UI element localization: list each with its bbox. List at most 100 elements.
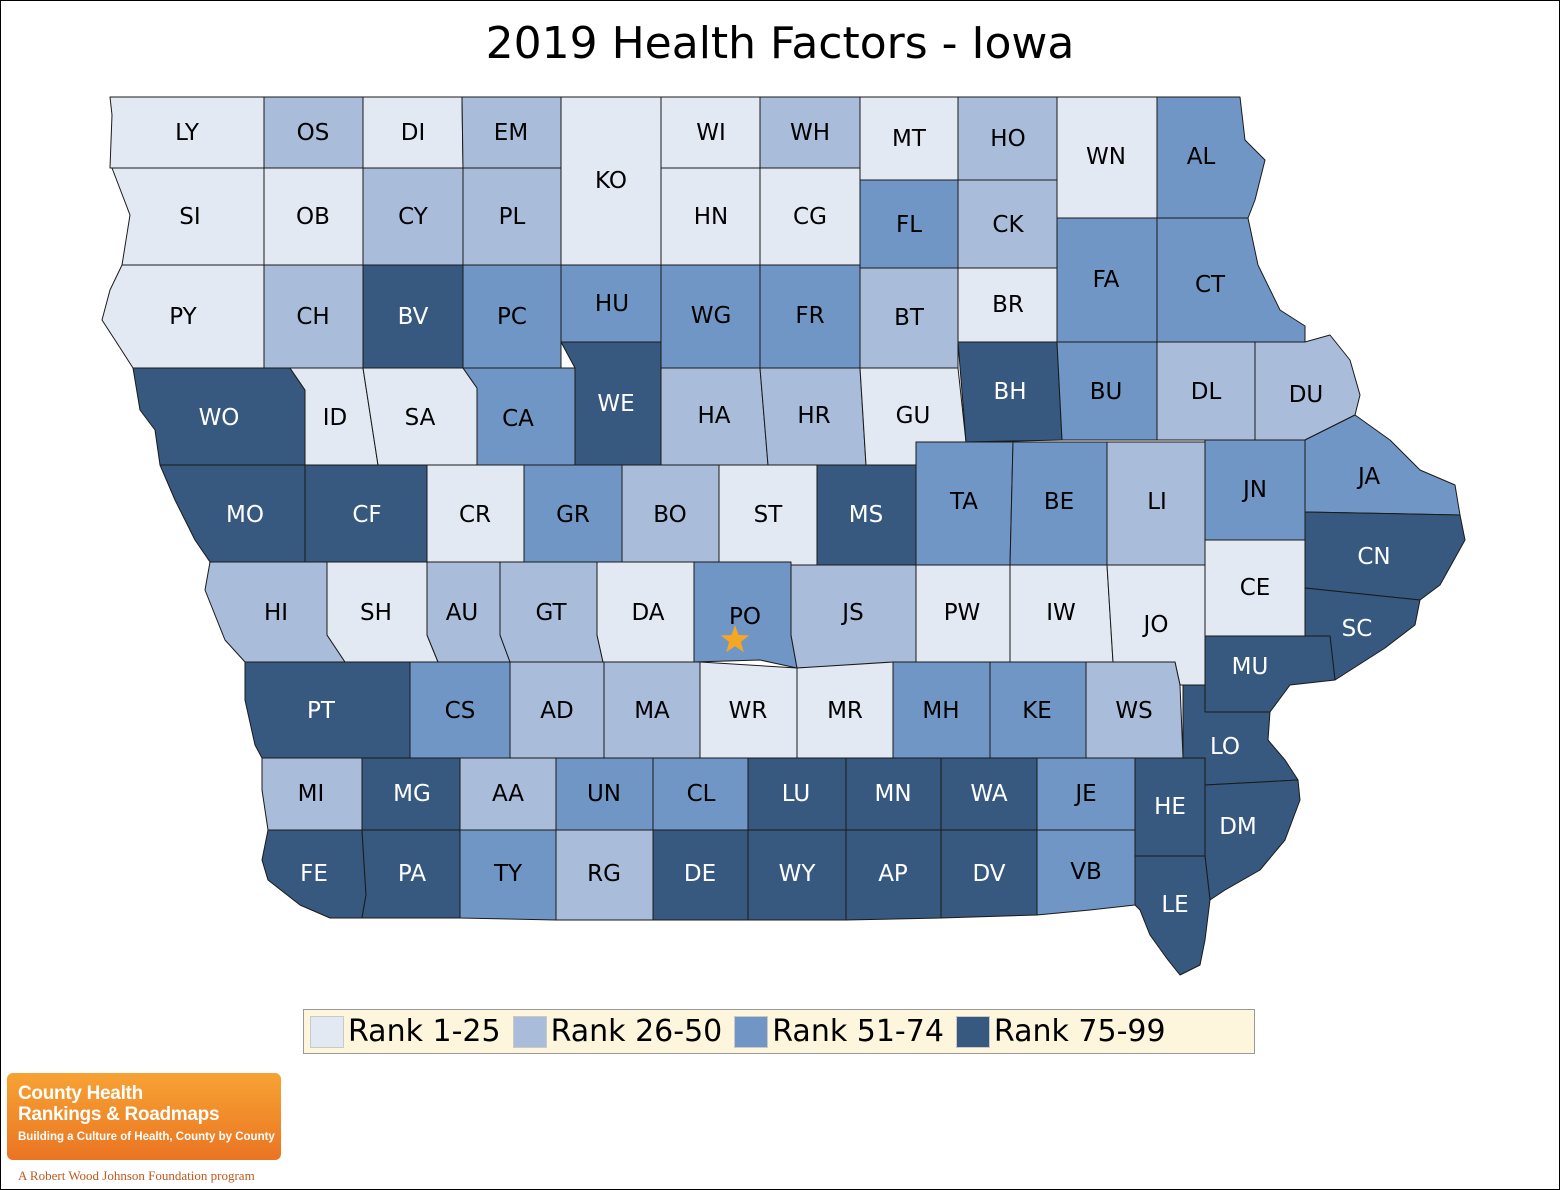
county-label-ct: CT xyxy=(1195,272,1226,298)
county-label-he: HE xyxy=(1154,794,1186,820)
county-label-ch: CH xyxy=(296,304,329,330)
county-label-hr: HR xyxy=(797,403,830,429)
county-health-rankings-logo[interactable]: County Health Rankings & Roadmaps Buildi… xyxy=(7,1073,281,1160)
county-ja[interactable] xyxy=(1304,414,1461,516)
county-label-sc: SC xyxy=(1342,616,1373,642)
county-label-de: DE xyxy=(684,861,716,887)
county-label-ke: KE xyxy=(1022,698,1052,724)
county-label-au: AU xyxy=(446,600,479,626)
county-label-ms: MS xyxy=(849,502,883,528)
county-label-jn: JN xyxy=(1241,477,1267,503)
county-label-hn: HN xyxy=(694,204,729,230)
legend-item-rank-75-99: Rank 75-99 xyxy=(955,1014,1166,1049)
county-label-un: UN xyxy=(587,781,621,807)
county-ws[interactable] xyxy=(1085,661,1184,759)
county-label-sh: SH xyxy=(360,600,392,626)
county-label-cy: CY xyxy=(398,204,429,230)
county-label-hu: HU xyxy=(595,291,629,317)
legend-swatch xyxy=(512,1015,547,1048)
county-dm[interactable] xyxy=(1204,779,1301,901)
county-label-mr: MR xyxy=(827,698,863,724)
county-label-dm: DM xyxy=(1219,814,1257,840)
county-label-wa: WA xyxy=(970,781,1007,807)
county-pa[interactable] xyxy=(361,829,461,919)
county-label-al: AL xyxy=(1187,144,1216,170)
county-le[interactable] xyxy=(1134,855,1211,976)
county-label-po: PO xyxy=(729,604,761,630)
county-label-cg: CG xyxy=(793,204,827,230)
county-label-dl: DL xyxy=(1191,379,1222,405)
county-label-bu: BU xyxy=(1090,379,1123,405)
county-label-li: LI xyxy=(1147,489,1167,515)
county-label-ws: WS xyxy=(1115,698,1152,724)
map-title: 2019 Health Factors - Iowa xyxy=(485,18,1075,69)
county-label-ce: CE xyxy=(1240,575,1271,601)
county-label-lu: LU xyxy=(782,781,811,807)
county-label-fe: FE xyxy=(300,861,328,887)
county-label-pc: PC xyxy=(497,304,527,330)
legend-item-rank-51-74: Rank 51-74 xyxy=(734,1014,944,1049)
county-label-rg: RG xyxy=(587,861,621,887)
logo-tagline: Building a Culture of Health, County by … xyxy=(18,1131,275,1143)
county-label-je: JE xyxy=(1073,781,1096,807)
county-label-aa: AA xyxy=(492,781,524,807)
county-label-cl: CL xyxy=(687,781,716,807)
county-label-ly: LY xyxy=(175,120,200,146)
county-label-bo: BO xyxy=(653,502,686,528)
county-label-em: EM xyxy=(494,120,528,146)
county-label-ko: KO xyxy=(595,168,627,194)
legend-item-rank-26-50: Rank 26-50 xyxy=(512,1014,722,1049)
county-label-cr: CR xyxy=(459,502,491,528)
logo-title-line2: Rankings & Roadmaps xyxy=(18,1104,220,1125)
county-label-wn: WN xyxy=(1086,144,1126,170)
county-label-id: ID xyxy=(323,405,348,431)
logo-subline: A Robert Wood Johnson Foundation program xyxy=(18,1168,255,1183)
star-marker-icon xyxy=(720,625,750,653)
county-label-cs: CS xyxy=(445,698,476,724)
county-label-wy: WY xyxy=(779,861,817,887)
legend: Rank 1-25 Rank 26-50 Rank 51-74 Rank 75-… xyxy=(303,1009,1255,1054)
county-label-mn: MN xyxy=(874,781,911,807)
county-label-mh: MH xyxy=(922,698,959,724)
county-label-pt: PT xyxy=(307,698,336,724)
county-label-di: DI xyxy=(401,120,426,146)
county-label-si: SI xyxy=(179,204,200,230)
county-label-pl: PL xyxy=(499,204,526,230)
county-label-dv: DV xyxy=(972,861,1005,887)
county-label-da: DA xyxy=(631,600,664,626)
county-label-js: JS xyxy=(840,600,863,626)
county-label-mu: MU xyxy=(1232,654,1269,680)
legend-item-rank-1-25: Rank 1-25 xyxy=(310,1014,501,1049)
county-label-gr: GR xyxy=(556,502,590,528)
county-label-ty: TY xyxy=(493,861,523,887)
county-label-ap: AP xyxy=(878,861,908,887)
county-label-ma: MA xyxy=(634,698,670,724)
county-ct[interactable] xyxy=(1156,217,1306,343)
county-label-wr: WR xyxy=(729,698,768,724)
county-label-lo: LO xyxy=(1210,734,1240,760)
county-label-bt: BT xyxy=(894,305,925,331)
county-vb[interactable] xyxy=(1036,829,1136,916)
legend-label: Rank 1-25 xyxy=(348,1014,501,1049)
county-label-du: DU xyxy=(1289,382,1324,408)
county-label-cn: CN xyxy=(1357,544,1390,570)
county-label-ha: HA xyxy=(697,403,730,429)
county-label-fr: FR xyxy=(795,303,824,329)
legend-swatch xyxy=(734,1015,769,1048)
county-label-sa: SA xyxy=(405,405,436,431)
county-label-ta: TA xyxy=(949,489,978,515)
county-label-mo: MO xyxy=(226,502,264,528)
county-label-ca: CA xyxy=(502,406,534,432)
county-label-ja: JA xyxy=(1356,464,1380,490)
county-label-ho: HO xyxy=(990,126,1025,152)
county-label-le: LE xyxy=(1161,892,1188,918)
county-label-fa: FA xyxy=(1093,267,1120,293)
county-label-ad: AD xyxy=(540,698,573,724)
county-label-wh: WH xyxy=(790,120,830,146)
county-mu[interactable] xyxy=(1204,635,1336,713)
legend-label: Rank 75-99 xyxy=(993,1014,1166,1049)
county-label-gt: GT xyxy=(535,600,567,626)
county-label-wg: WG xyxy=(691,303,732,329)
county-label-gu: GU xyxy=(896,403,931,429)
